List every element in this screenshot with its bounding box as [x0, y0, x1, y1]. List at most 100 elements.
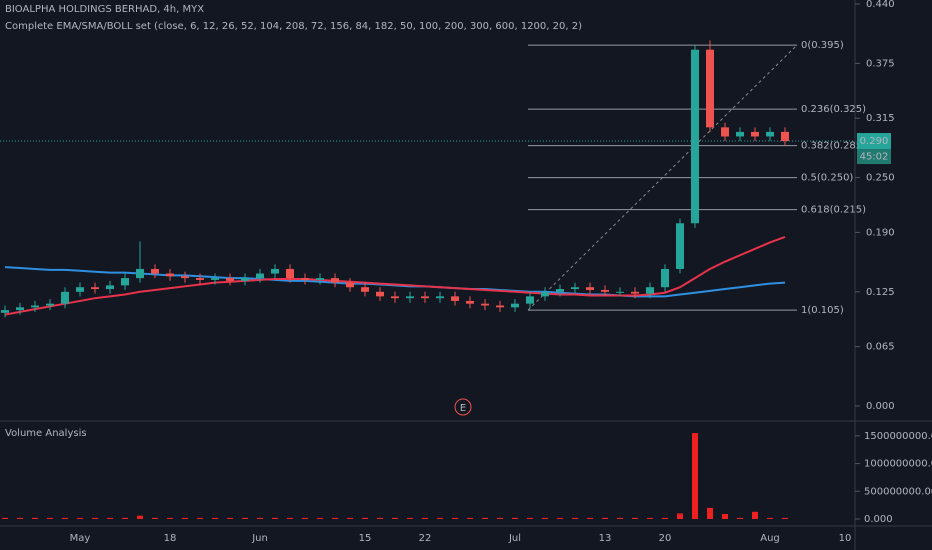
volume-bar: [32, 517, 38, 519]
fib-label: 0.618(0.215): [801, 205, 866, 216]
volume-bar: [647, 517, 653, 519]
y-tick-label: 0.000: [866, 401, 895, 412]
candle-body: [661, 268, 669, 288]
volume-bar: [392, 517, 398, 519]
x-tick-label: May: [70, 533, 91, 544]
candle-body: [211, 278, 219, 280]
volume-bar: [347, 517, 353, 519]
candle-body: [181, 276, 189, 279]
volume-bar: [722, 514, 728, 519]
volume-bar: [197, 517, 203, 519]
volume-bar: [422, 517, 428, 519]
candle-body: [616, 291, 624, 293]
candle-body: [706, 49, 714, 128]
candle-body: [766, 131, 774, 137]
volume-bar: [17, 517, 23, 519]
candle-body: [16, 307, 24, 311]
volume-bar: [287, 517, 293, 519]
y-tick-label: 0.250: [866, 173, 895, 184]
volume-bar: [152, 517, 158, 519]
fib-label: 0.5(0.250): [801, 173, 853, 184]
candle-body: [91, 287, 99, 290]
volume-bar: [557, 517, 563, 519]
countdown-label: 45:02: [860, 152, 889, 163]
candle-body: [466, 300, 474, 304]
candle-body: [46, 303, 54, 306]
candle-body: [271, 268, 279, 274]
volume-bar: [572, 517, 578, 519]
volume-bar: [782, 517, 788, 519]
candle-body: [481, 303, 489, 306]
price-tag-label: 0.290: [860, 136, 889, 147]
candle-body: [31, 305, 39, 308]
candle-body: [406, 296, 414, 299]
volume-bar: [482, 517, 488, 519]
candle-body: [301, 278, 309, 280]
volume-bar: [167, 517, 173, 519]
x-tick-label: Aug: [760, 533, 780, 544]
volume-bar: [302, 517, 308, 519]
volume-bar: [707, 507, 713, 519]
candle-body: [166, 273, 174, 277]
volume-bar: [542, 517, 548, 519]
volume-bar: [632, 517, 638, 519]
candle-body: [121, 278, 129, 286]
candle-body: [541, 291, 549, 297]
candle-body: [451, 296, 459, 301]
x-tick-label: 10: [839, 533, 852, 544]
volume-bar: [182, 517, 188, 519]
volume-bar: [62, 517, 68, 519]
event-label: E: [460, 403, 466, 414]
volume-bar: [587, 517, 593, 519]
candle-body: [526, 296, 534, 304]
volume-bar: [122, 517, 128, 519]
x-tick-label: 22: [419, 533, 432, 544]
candle-body: [376, 291, 384, 297]
candle-body: [106, 285, 114, 290]
volume-bar: [512, 517, 518, 519]
candle-body: [226, 278, 234, 281]
x-tick-label: 18: [164, 533, 177, 544]
volume-bar: [692, 433, 698, 519]
y-tick-label: 0.375: [866, 58, 895, 69]
indicator-label: Complete EMA/SMA/BOLL set (close, 6, 12,…: [5, 21, 582, 32]
y-tick-label: 0.315: [866, 113, 895, 124]
y-tick-label: 0.000: [864, 514, 893, 525]
volume-bar: [257, 517, 263, 519]
candle-body: [736, 131, 744, 137]
volume-bar: [497, 517, 503, 519]
x-tick-label: Jul: [508, 533, 521, 544]
candle-body: [241, 278, 249, 281]
volume-bar: [527, 517, 533, 519]
volume-bar: [452, 517, 458, 519]
x-tick-label: 15: [359, 533, 372, 544]
volume-bar: [677, 513, 683, 519]
candle-body: [556, 289, 564, 292]
volume-bar: [362, 517, 368, 519]
candle-body: [286, 268, 294, 279]
candle-body: [631, 291, 639, 294]
volume-bar: [137, 515, 143, 519]
candle-body: [646, 287, 654, 294]
candle-body: [751, 131, 759, 137]
volume-bar: [602, 517, 608, 519]
candle-body: [571, 287, 579, 290]
fib-label: 0(0.395): [801, 40, 844, 51]
event-marker: [454, 398, 472, 416]
candle-body: [196, 278, 204, 280]
y-tick-label: 500000000.000: [864, 486, 932, 497]
volume-bar: [467, 517, 473, 519]
candle-body: [136, 268, 144, 279]
candle-body: [691, 49, 699, 224]
volume-bar: [212, 517, 218, 519]
chart-title: BIOALPHA HOLDINGS BERHAD, 4h, MYX: [5, 4, 204, 15]
candle-body: [256, 273, 264, 279]
candle-body: [436, 296, 444, 299]
volume-bar: [737, 517, 743, 519]
countdown-tag: [857, 149, 891, 165]
volume-bar: [227, 517, 233, 519]
volume-bar: [77, 517, 83, 519]
ma-line: [4, 236, 786, 316]
y-tick-label: 0.190: [866, 227, 895, 238]
volume-bar: [767, 517, 773, 519]
